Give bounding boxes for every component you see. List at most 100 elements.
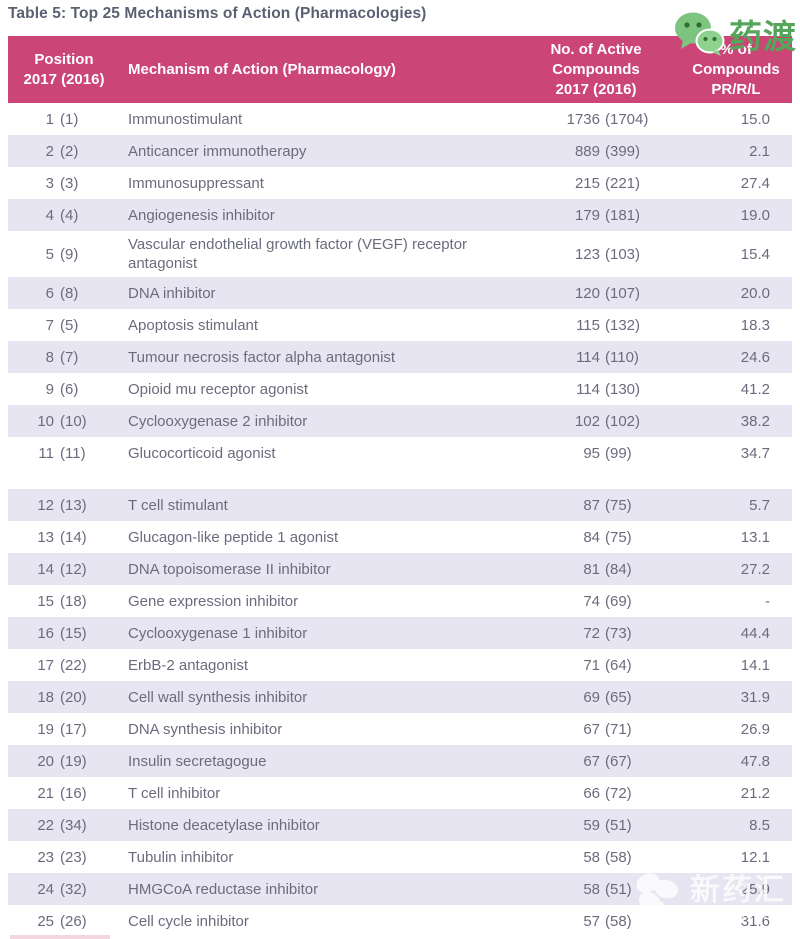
position-cell: 1 (1) bbox=[8, 111, 120, 128]
position-cell: 15 (18) bbox=[8, 593, 120, 610]
compounds-2017: 1736 bbox=[566, 110, 600, 128]
table-header-row: Position 2017 (2016) Mechanism of Action… bbox=[8, 36, 792, 103]
compounds-cell: 215 (221) bbox=[512, 175, 680, 192]
compounds-2017: 58 bbox=[583, 848, 600, 866]
wechat-icon bbox=[673, 11, 725, 62]
position-cell: 17 (22) bbox=[8, 657, 120, 674]
mechanism-cell: DNA inhibitor bbox=[128, 284, 216, 302]
position-2017: 11 bbox=[38, 444, 54, 462]
compounds-2016: (73) bbox=[605, 624, 632, 642]
position-cell: 7 (5) bbox=[8, 317, 120, 334]
position-2016: (10) bbox=[60, 412, 87, 430]
position-2017: 19 bbox=[37, 720, 54, 738]
mechanism-cell: T cell stimulant bbox=[128, 496, 228, 514]
compounds-2017: 84 bbox=[583, 528, 600, 546]
mechanism-cell: Tubulin inhibitor bbox=[128, 848, 234, 866]
position-2017: 13 bbox=[37, 528, 54, 546]
position-2017: 20 bbox=[37, 752, 54, 770]
position-2017: 22 bbox=[37, 816, 54, 834]
compounds-2017: 72 bbox=[583, 624, 600, 642]
position-cell: 10 (10) bbox=[8, 413, 120, 430]
compounds-2016: (130) bbox=[605, 380, 641, 398]
position-cell: 9 (6) bbox=[8, 381, 120, 398]
table-row: 10 (10) Cyclooxygenase 2 inhibitor 102 (… bbox=[8, 405, 792, 437]
position-2017: 4 bbox=[45, 206, 54, 224]
compounds-2016: (75) bbox=[605, 528, 632, 546]
percent-cell: 21.2 bbox=[740, 784, 770, 802]
position-2017: 1 bbox=[45, 110, 54, 128]
position-cell: 13 (14) bbox=[8, 529, 120, 546]
position-2016: (2) bbox=[60, 142, 79, 160]
position-2016: (3) bbox=[60, 174, 79, 192]
position-2017: 17 bbox=[37, 656, 54, 674]
position-2017: 7 bbox=[45, 316, 54, 334]
compounds-cell: 95 (99) bbox=[512, 445, 680, 462]
table-row: 22 (34) Histone deacetylase inhibitor 59… bbox=[8, 809, 792, 841]
percent-cell: 8.5 bbox=[749, 816, 770, 834]
position-2016: (14) bbox=[60, 528, 87, 546]
compounds-2016: (51) bbox=[605, 880, 632, 898]
table-row: 12 (13) T cell stimulant 87 (75) 5.7 bbox=[8, 489, 792, 521]
position-cell: 24 (32) bbox=[8, 881, 120, 898]
position-cell: 6 (8) bbox=[8, 285, 120, 302]
compounds-2016: (132) bbox=[605, 316, 641, 334]
percent-cell: 47.8 bbox=[740, 752, 770, 770]
mechanism-cell: Insulin secretagogue bbox=[128, 752, 267, 770]
brand-logo: 药渡 bbox=[673, 11, 797, 62]
position-cell: 19 (17) bbox=[8, 721, 120, 738]
mechanism-cell: Apoptosis stimulant bbox=[128, 316, 259, 334]
mechanism-cell: Vascular endothelial growth factor (VEGF… bbox=[128, 236, 468, 272]
position-2016: (5) bbox=[60, 316, 79, 334]
compounds-2016: (221) bbox=[605, 174, 641, 192]
position-2016: (23) bbox=[60, 848, 87, 866]
bottom-cutoff-sliver bbox=[10, 935, 110, 939]
table-row: 17 (22) ErbB-2 antagonist 71 (64) 14.1 bbox=[8, 649, 792, 681]
mechanism-cell: Cyclooxygenase 2 inhibitor bbox=[128, 412, 308, 430]
percent-cell: 13.1 bbox=[740, 528, 770, 546]
compounds-cell: 114 (110) bbox=[512, 349, 680, 366]
compounds-cell: 120 (107) bbox=[512, 285, 680, 302]
position-2017: 14 bbox=[37, 560, 54, 578]
compounds-2016: (1704) bbox=[605, 110, 649, 128]
position-2017: 25 bbox=[37, 912, 54, 930]
compounds-cell: 66 (72) bbox=[512, 785, 680, 802]
percent-cell: 31.9 bbox=[740, 688, 770, 706]
position-2016: (20) bbox=[60, 688, 87, 706]
position-2016: (8) bbox=[60, 284, 79, 302]
header-compounds: No. of Active Compounds 2017 (2016) bbox=[550, 40, 642, 98]
mechanism-cell: Glucagon-like peptide 1 agonist bbox=[128, 528, 339, 546]
compounds-2016: (399) bbox=[605, 142, 641, 160]
compounds-2016: (58) bbox=[605, 912, 632, 930]
compounds-2017: 95 bbox=[583, 444, 600, 462]
position-2016: (13) bbox=[60, 496, 87, 514]
table-row: 16 (15) Cyclooxygenase 1 inhibitor 72 (7… bbox=[8, 617, 792, 649]
compounds-2016: (107) bbox=[605, 284, 641, 302]
position-2016: (15) bbox=[60, 624, 87, 642]
compounds-cell: 889 (399) bbox=[512, 143, 680, 160]
table-row: 25 (26) Cell cycle inhibitor 57 (58) 31.… bbox=[8, 905, 792, 937]
position-2016: (11) bbox=[60, 444, 86, 462]
compounds-cell: 59 (51) bbox=[512, 817, 680, 834]
table-row: 23 (23) Tubulin inhibitor 58 (58) 12.1 bbox=[8, 841, 792, 873]
compounds-2017: 123 bbox=[574, 245, 600, 263]
mechanism-cell: Immunosuppressant bbox=[128, 174, 264, 192]
position-2016: (19) bbox=[60, 752, 87, 770]
compounds-2017: 102 bbox=[574, 412, 600, 430]
position-2016: (6) bbox=[60, 380, 79, 398]
position-2016: (26) bbox=[60, 912, 87, 930]
position-2016: (16) bbox=[60, 784, 87, 802]
percent-cell: 44.4 bbox=[740, 624, 770, 642]
percent-cell: 2.1 bbox=[749, 142, 770, 160]
position-2016: (34) bbox=[60, 816, 87, 834]
compounds-2017: 67 bbox=[583, 720, 600, 738]
compounds-2017: 87 bbox=[583, 496, 600, 514]
table-row: 20 (19) Insulin secretagogue 67 (67) 47.… bbox=[8, 745, 792, 777]
compounds-2017: 58 bbox=[583, 880, 600, 898]
compounds-2017: 69 bbox=[583, 688, 600, 706]
position-2016: (22) bbox=[60, 656, 87, 674]
percent-cell: 18.3 bbox=[740, 316, 770, 334]
mechanism-cell: Angiogenesis inhibitor bbox=[128, 206, 275, 224]
mechanism-cell: Gene expression inhibitor bbox=[128, 592, 299, 610]
position-2017: 3 bbox=[45, 174, 54, 192]
